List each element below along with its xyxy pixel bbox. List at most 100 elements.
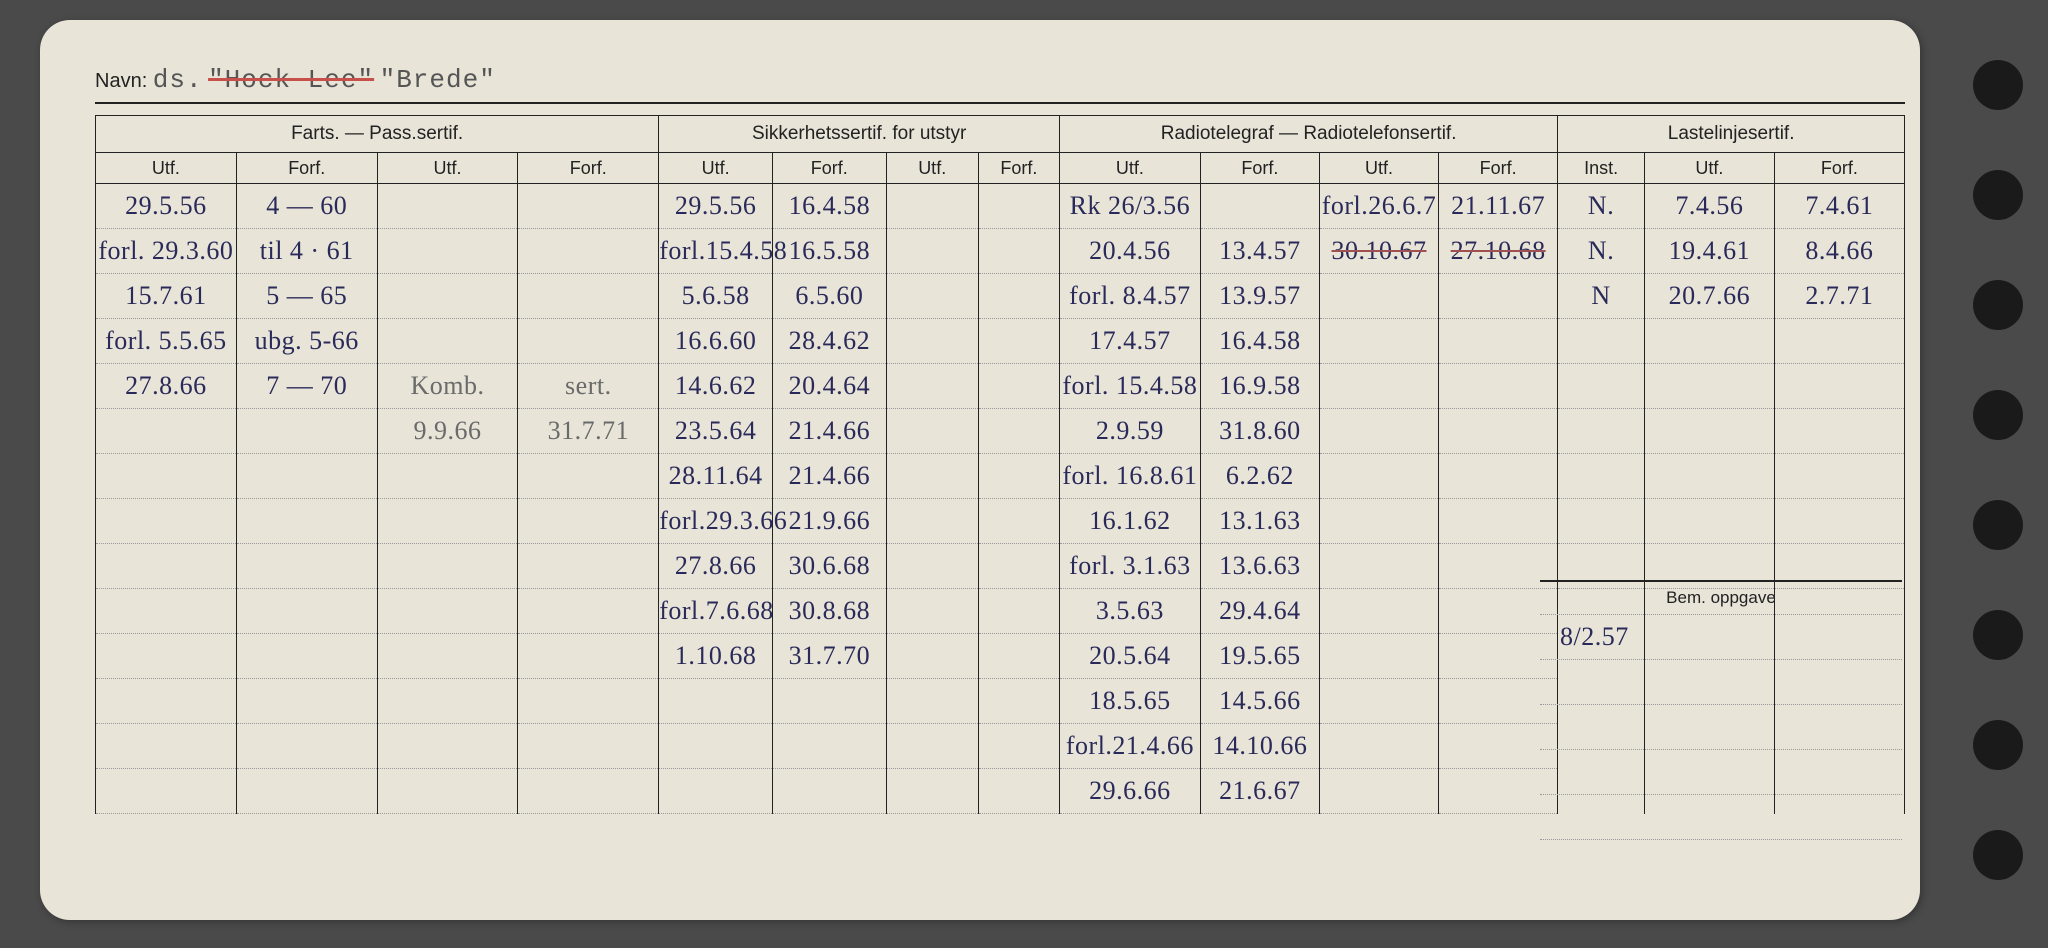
cell: 21.6.67: [1200, 769, 1319, 814]
cell-value: 29.4.64: [1219, 596, 1301, 625]
cell: N.: [1558, 184, 1645, 229]
cell: [978, 499, 1059, 544]
cell: forl. 3.1.63: [1060, 544, 1201, 589]
cell: 15.7.61: [96, 274, 237, 319]
cell: [377, 319, 518, 364]
cell: [886, 769, 978, 814]
cell: 30.6.68: [772, 544, 886, 589]
col-inst: Inst.: [1558, 153, 1645, 184]
cell: forl.21.4.66: [1060, 724, 1201, 769]
typed-struck-name: "Hock Lee": [208, 65, 374, 95]
cell: 21.4.66: [772, 454, 886, 499]
index-card: Navn: ds. "Hock Lee" "Brede" Farts. — Pa…: [40, 20, 1920, 920]
cell: 16.9.58: [1200, 364, 1319, 409]
cell-value: 14.10.66: [1212, 731, 1307, 760]
cell: [96, 724, 237, 769]
cell-value: forl.7.6.68: [659, 596, 774, 625]
cell: [518, 184, 659, 229]
cell-value: 29.5.56: [675, 191, 757, 220]
cell: forl.15.4.58: [659, 229, 773, 274]
typed-prefix: ds.: [153, 65, 203, 95]
cell-value: forl.15.4.58: [659, 236, 787, 265]
cell: 31.7.71: [518, 409, 659, 454]
cell: [236, 409, 377, 454]
cell: forl. 29.3.60: [96, 229, 237, 274]
cell-value: 9.9.66: [413, 416, 481, 445]
cell: [978, 184, 1059, 229]
cell-value: forl. 8.4.57: [1069, 281, 1191, 310]
cell-value: 13.4.57: [1219, 236, 1301, 265]
hole-icon: [1973, 60, 2023, 110]
cell-value: 18.5.65: [1089, 686, 1171, 715]
cell: [978, 544, 1059, 589]
cell: [1644, 409, 1774, 454]
cell-value: 29.6.66: [1089, 776, 1171, 805]
cell-value: 14.5.66: [1219, 686, 1301, 715]
cell: 7 — 70: [236, 364, 377, 409]
cell-value: Komb.: [410, 371, 484, 400]
cell: [1558, 499, 1645, 544]
cell: [978, 724, 1059, 769]
cell-value: Rk 26/3.56: [1070, 191, 1191, 220]
cell: [1439, 454, 1558, 499]
cell-value: 13.1.63: [1219, 506, 1301, 535]
cell: 13.4.57: [1200, 229, 1319, 274]
cell: forl.26.6.7: [1319, 184, 1438, 229]
cell: [236, 589, 377, 634]
cell: [978, 454, 1059, 499]
col-forf: Forf.: [1774, 153, 1904, 184]
cell: 4 — 60: [236, 184, 377, 229]
cell: [1439, 409, 1558, 454]
cell: 6.2.62: [1200, 454, 1319, 499]
group-laste: Lastelinjesertif.: [1558, 116, 1905, 153]
cell: 14.6.62: [659, 364, 773, 409]
bem-value: 8/2.57: [1560, 622, 1629, 652]
cell: [1439, 499, 1558, 544]
cell: [377, 454, 518, 499]
cell: [96, 634, 237, 679]
cell: [1644, 319, 1774, 364]
hole-icon: [1973, 280, 2023, 330]
cell: ubg. 5-66: [236, 319, 377, 364]
cell: [518, 679, 659, 724]
cell: [377, 724, 518, 769]
hole-icon: [1973, 390, 2023, 440]
cell: forl. 5.5.65: [96, 319, 237, 364]
cell: [377, 634, 518, 679]
cell: [1644, 499, 1774, 544]
cell: [1644, 364, 1774, 409]
hole-icon: [1973, 170, 2023, 220]
cell: [518, 589, 659, 634]
cell: 27.8.66: [659, 544, 773, 589]
cell: [1319, 544, 1438, 589]
cell: 27.8.66: [96, 364, 237, 409]
col-utf: Utf.: [1060, 153, 1201, 184]
col-forf: Forf.: [1200, 153, 1319, 184]
cell-value: 27.8.66: [675, 551, 757, 580]
cell: [96, 589, 237, 634]
cell-value: forl. 3.1.63: [1069, 551, 1191, 580]
col-utf: Utf.: [96, 153, 237, 184]
cell-value: 27.10.68: [1451, 236, 1546, 265]
cell: [1558, 409, 1645, 454]
cell: 20.4.56: [1060, 229, 1201, 274]
cell: 16.4.58: [1200, 319, 1319, 364]
cell: [518, 319, 659, 364]
cell-value: 21.4.66: [789, 416, 871, 445]
cell: forl. 8.4.57: [1060, 274, 1201, 319]
cell: 18.5.65: [1060, 679, 1201, 724]
cell: 21.11.67: [1439, 184, 1558, 229]
col-utf: Utf.: [377, 153, 518, 184]
cell: [377, 769, 518, 814]
cell-value: 30.6.68: [789, 551, 871, 580]
cell: [236, 634, 377, 679]
cell-value: 20.4.56: [1089, 236, 1171, 265]
table-row: 15.7.615 — 655.6.586.5.60forl. 8.4.5713.…: [96, 274, 1905, 319]
cell: [659, 679, 773, 724]
cell: [978, 679, 1059, 724]
cell: [377, 274, 518, 319]
cell: 14.5.66: [1200, 679, 1319, 724]
cell: [978, 319, 1059, 364]
cell: forl. 16.8.61: [1060, 454, 1201, 499]
cell-value: 31.7.71: [548, 416, 630, 445]
